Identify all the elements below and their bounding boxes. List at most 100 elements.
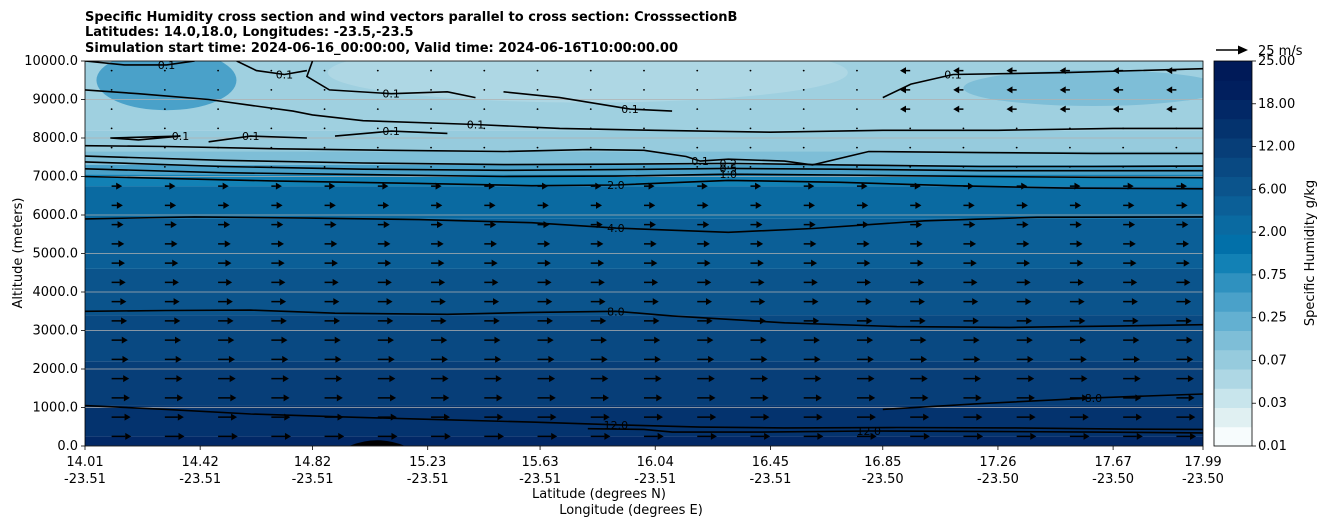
- wind-vector-head: [123, 375, 130, 383]
- wind-vector: [270, 146, 273, 149]
- wind-vector-head: [338, 432, 345, 440]
- wind-vector: [536, 165, 539, 168]
- wind-vector-head: [1025, 298, 1032, 306]
- contour-line-16: [110, 135, 181, 141]
- wind-vector-head: [1075, 221, 1082, 229]
- wind-vector-head: [708, 355, 715, 363]
- wind-vector-head: [337, 413, 344, 421]
- wind-vector-head: [923, 432, 930, 440]
- wind-vector-head: [756, 221, 763, 229]
- wind-vector-head: [1021, 201, 1028, 209]
- wind-vector-head: [703, 221, 710, 229]
- wind-vector-head: [389, 375, 396, 383]
- wind-vector: [856, 165, 858, 168]
- wind-vector-head: [284, 432, 291, 440]
- wind-vector-head: [1166, 67, 1173, 75]
- wind-vector-head: [971, 278, 978, 286]
- wind-vector-head: [1027, 355, 1034, 363]
- wind-vector: [110, 146, 113, 149]
- wind-vector-head: [116, 201, 123, 209]
- colorbar-segment: [1214, 369, 1252, 389]
- wind-vector: [856, 108, 858, 111]
- wind-vector-head: [1131, 298, 1138, 306]
- wind-vector-head: [1183, 240, 1190, 248]
- wind-vector-head: [710, 432, 717, 440]
- wind-vector: [217, 146, 219, 149]
- y-axis-label: Altitude (meters): [11, 198, 26, 309]
- wind-vector-head: [1075, 201, 1082, 209]
- wind-vector-head: [1059, 105, 1066, 113]
- wind-vector-head: [975, 394, 982, 402]
- contour-line-12: [85, 61, 195, 66]
- wind-vector-head: [649, 221, 656, 229]
- wind-vector: [1069, 165, 1071, 168]
- wind-vector-head: [170, 221, 177, 229]
- wind-vector-head: [918, 298, 925, 306]
- wind-vector-head: [604, 432, 611, 440]
- wind-vector-head: [705, 278, 712, 286]
- wind-vector-head: [968, 201, 975, 209]
- y-tick-label: 10000.0: [24, 54, 78, 69]
- wind-vector-head: [442, 375, 449, 383]
- wind-vector-head: [815, 394, 822, 402]
- wind-vector-head: [923, 413, 930, 421]
- wind-vector: [909, 146, 912, 149]
- wind-vector: [696, 165, 699, 168]
- wind-vector-head: [762, 394, 769, 402]
- wind-vector-head: [546, 298, 553, 306]
- wind-vector: [483, 165, 486, 168]
- wind-vector-head: [437, 240, 444, 248]
- wind-vector: [270, 88, 273, 91]
- y-tick-label: 3000.0: [33, 324, 79, 339]
- contour-label-16: 0.1: [172, 130, 190, 143]
- wind-vector-head: [1112, 67, 1119, 75]
- wind-vector-head: [549, 375, 556, 383]
- wind-vector-head: [814, 355, 821, 363]
- wind-vector-head: [1129, 221, 1136, 229]
- wind-vector-head: [974, 375, 981, 383]
- contour-label-15: 0.1: [944, 68, 962, 81]
- wind-vector-head: [495, 355, 502, 363]
- wind-vector-head: [444, 432, 451, 440]
- wind-vector-head: [869, 413, 876, 421]
- wind-vector-head: [916, 221, 923, 229]
- wind-vector-head: [969, 221, 976, 229]
- colorbar-tick-label: 6.00: [1258, 182, 1287, 197]
- x-axis-label-longitude: Longitude (degrees E): [559, 503, 703, 518]
- contour-line-3: [85, 309, 1203, 329]
- wind-vector: [962, 127, 965, 130]
- plot-area: [85, 61, 1203, 446]
- fill-band-7: [85, 174, 1203, 187]
- wind-vector-head: [1028, 375, 1035, 383]
- wind-vector: [110, 88, 113, 91]
- wind-vector-head: [1128, 201, 1135, 209]
- wind-vector-head: [1127, 182, 1134, 190]
- colorbar-tick-label: 2.00: [1258, 225, 1287, 240]
- wind-vector-head: [1131, 278, 1138, 286]
- wind-vector-head: [1136, 413, 1143, 421]
- wind-vector: [589, 127, 592, 130]
- x-tick-label-lon: -23.50: [977, 472, 1019, 487]
- wind-vector-head: [225, 259, 232, 267]
- x-tick-label-lat: 15.23: [409, 455, 446, 470]
- contour-label-7: 0.5: [720, 162, 738, 175]
- wind-vector-head: [600, 317, 607, 325]
- wind-vector-head: [231, 413, 238, 421]
- contour-line-14: [503, 91, 673, 112]
- wind-vector: [643, 69, 645, 72]
- wind-vector-head: [545, 278, 552, 286]
- wind-vector-head: [495, 375, 502, 383]
- wind-vector-head: [1189, 413, 1196, 421]
- contour-label-9: 0.1: [691, 155, 709, 168]
- wind-vector-head: [601, 355, 608, 363]
- wind-vector-head: [862, 201, 869, 209]
- wind-vector-head: [603, 413, 610, 421]
- colorbar-frame: [1213, 60, 1253, 447]
- wind-vector: [589, 146, 592, 149]
- contour-label-13: 0.1: [276, 68, 294, 81]
- wind-vector-head: [921, 355, 928, 363]
- wind-vector-head: [861, 182, 868, 190]
- wind-vector-head: [331, 240, 338, 248]
- wind-vector: [536, 127, 539, 130]
- wind-vector: [749, 69, 752, 72]
